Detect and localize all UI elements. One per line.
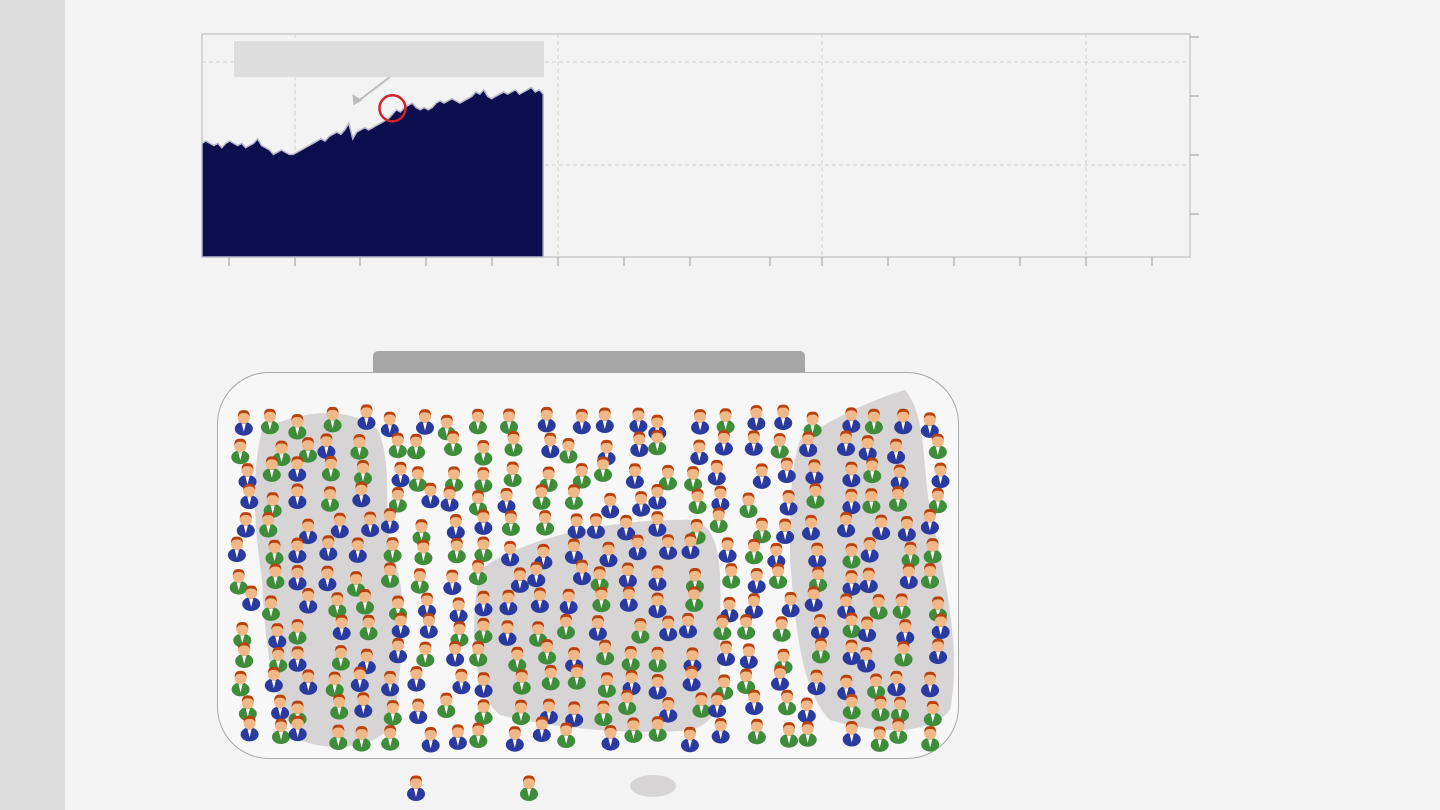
person-green-icon xyxy=(709,507,728,533)
person-green-icon xyxy=(469,722,488,748)
person-blue-icon xyxy=(630,431,649,457)
person-blue-icon xyxy=(416,409,434,435)
person-blue-icon xyxy=(497,487,516,514)
person-blue-icon xyxy=(739,643,758,669)
person-blue-icon xyxy=(711,717,730,744)
legend-person-blue-icon xyxy=(407,775,425,801)
person-blue-icon xyxy=(774,404,793,431)
person-blue-icon xyxy=(421,726,440,753)
person-blue-icon xyxy=(707,459,726,486)
person-green-icon xyxy=(474,439,493,466)
person-green-icon xyxy=(772,616,791,642)
person-blue-icon xyxy=(595,407,614,433)
person-blue-icon xyxy=(572,408,591,435)
annotation-box xyxy=(234,41,544,77)
person-blue-icon xyxy=(227,536,246,563)
person-blue-icon xyxy=(505,726,524,752)
person-green-icon xyxy=(722,563,741,589)
person-green-icon xyxy=(474,536,493,562)
person-blue-icon xyxy=(690,439,709,466)
person-blue-icon xyxy=(452,668,471,695)
person-green-icon xyxy=(684,466,703,492)
person-green-icon xyxy=(229,569,248,595)
person-green-icon xyxy=(770,433,789,459)
person-blue-icon xyxy=(601,492,620,519)
person-blue-icon xyxy=(680,726,699,753)
person-blue-icon xyxy=(449,597,468,623)
area-chart xyxy=(201,33,1199,266)
person-blue-icon xyxy=(357,404,376,430)
person-green-icon xyxy=(778,689,797,716)
legend-cluster-swatch xyxy=(630,775,676,797)
person-blue-icon xyxy=(691,409,710,435)
highlight-circle xyxy=(378,94,407,123)
person-blue-icon xyxy=(777,457,796,483)
person-blue-icon xyxy=(931,462,950,489)
annotation-arrow xyxy=(359,76,391,101)
person-green-icon xyxy=(437,692,456,719)
person-blue-icon xyxy=(541,432,560,459)
person-green-icon xyxy=(231,670,250,697)
person-green-icon xyxy=(231,438,250,465)
person-green-icon xyxy=(500,408,518,434)
person-green-icon xyxy=(272,718,290,744)
person-green-icon xyxy=(408,466,427,492)
annotation-arrowhead xyxy=(352,94,363,106)
person-blue-icon xyxy=(537,406,556,433)
person-blue-icon xyxy=(409,698,428,724)
person-green-icon xyxy=(407,433,426,460)
person-green-icon xyxy=(688,488,707,515)
person-green-icon xyxy=(559,437,578,464)
person-green-icon xyxy=(410,568,429,594)
person-green-icon xyxy=(921,726,940,752)
person-blue-icon xyxy=(744,430,763,456)
person-blue-icon xyxy=(567,513,586,539)
person-green-icon xyxy=(536,510,555,536)
person-blue-icon xyxy=(391,461,410,488)
person-blue-icon xyxy=(629,407,648,434)
person-green-icon xyxy=(416,641,435,668)
person-blue-icon xyxy=(752,463,771,489)
person-blue-icon xyxy=(718,537,737,563)
person-blue-icon xyxy=(446,513,465,540)
person-green-icon xyxy=(780,722,798,748)
person-blue-icon xyxy=(632,491,651,517)
person-green-icon xyxy=(716,408,735,434)
person-green-icon xyxy=(501,510,520,536)
person-blue-icon xyxy=(711,485,730,512)
person-green-icon xyxy=(870,726,889,752)
person-green-icon xyxy=(798,721,817,747)
person-green-icon xyxy=(447,537,466,564)
person-blue-icon xyxy=(234,410,253,436)
person-green-icon xyxy=(747,718,766,745)
person-green-icon xyxy=(474,467,493,493)
person-green-icon xyxy=(504,430,523,457)
person-blue-icon xyxy=(448,724,467,750)
area-series xyxy=(201,86,544,258)
person-green-icon xyxy=(739,492,758,518)
person-blue-icon xyxy=(443,569,462,596)
person-blue-icon xyxy=(747,567,766,594)
person-blue-icon xyxy=(587,513,605,539)
person-blue-icon xyxy=(714,430,733,456)
legend-person-green-icon xyxy=(520,775,538,801)
person-green-icon xyxy=(503,461,522,487)
sidebar xyxy=(0,0,65,810)
person-blue-icon xyxy=(236,512,255,538)
person-green-icon xyxy=(468,408,487,435)
person-blue-icon xyxy=(407,666,426,692)
person-blue-icon xyxy=(625,463,644,489)
person-green-icon xyxy=(260,408,279,435)
person-blue-icon xyxy=(797,697,816,723)
person-blue-icon xyxy=(747,405,766,431)
